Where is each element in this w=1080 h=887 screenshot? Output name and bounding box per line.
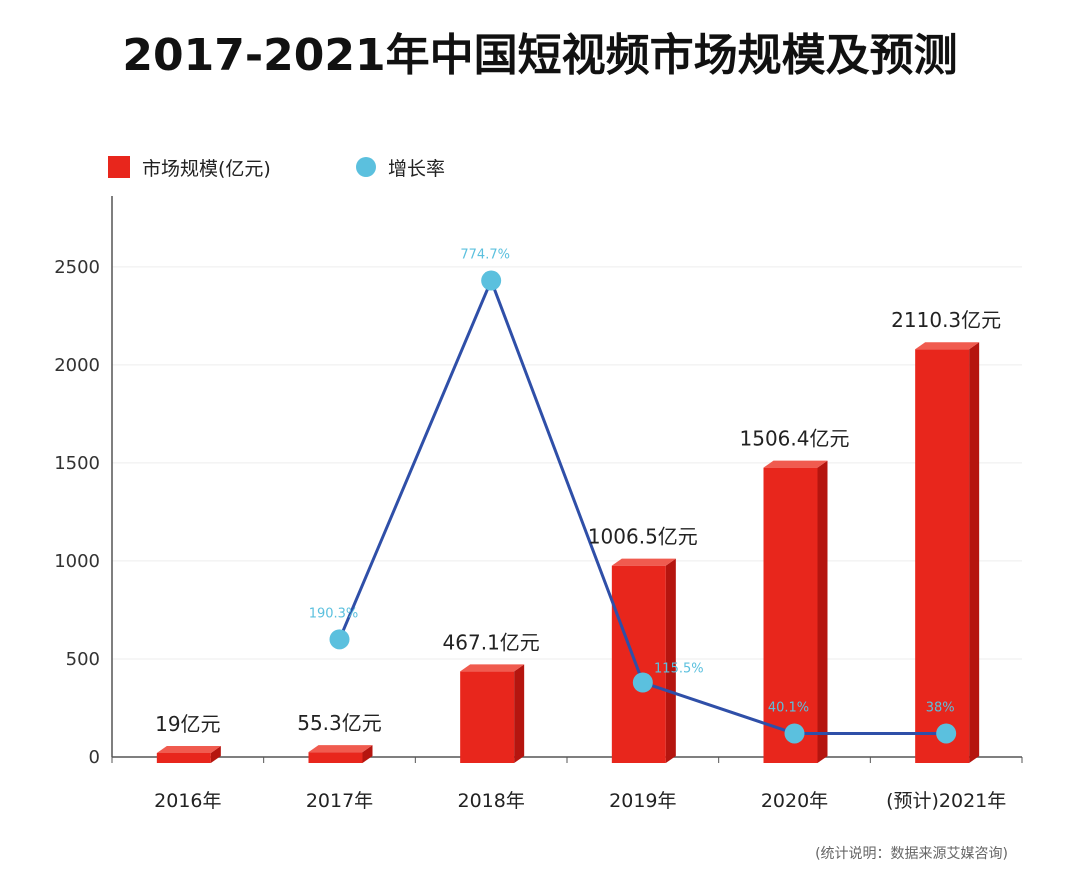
- bar-side: [665, 558, 676, 763]
- legend-swatch-rate: [356, 157, 376, 177]
- growth-rate-point: [481, 270, 502, 291]
- growth-rate-label: 190.3%: [309, 606, 359, 621]
- y-tick-label: 1000: [54, 551, 100, 572]
- bar-front: [308, 752, 363, 763]
- bar-front: [763, 467, 818, 763]
- bar-side: [210, 746, 221, 763]
- x-tick-label: 2018年: [457, 790, 524, 812]
- bar-value-label: 467.1亿元: [443, 630, 540, 654]
- bar-top: [156, 746, 221, 753]
- bar-side: [817, 460, 828, 763]
- legend: 市场规模(亿元) 增长率: [108, 156, 445, 180]
- bar-value-label: 1506.4亿元: [740, 427, 850, 451]
- legend-label-growth-rate: 增长率: [388, 158, 445, 180]
- bar-top: [460, 664, 525, 672]
- bar-top: [308, 745, 373, 753]
- bar-value-label: 55.3亿元: [297, 711, 382, 735]
- grid: [112, 266, 1022, 660]
- bar: [915, 342, 980, 763]
- chart-title: 2017-2021年中国短视频市场规模及预测: [122, 30, 957, 81]
- growth-rate-label: 38%: [926, 700, 955, 715]
- footnote: (统计说明：数据来源艾媒咨询): [815, 846, 1008, 862]
- bar: [156, 746, 221, 763]
- y-tick-label: 500: [66, 649, 100, 670]
- y-tick-label: 0: [89, 747, 100, 768]
- bar-front: [611, 565, 666, 763]
- growth-rate-label: 115.5%: [654, 661, 704, 676]
- legend-label-market-size: 市场规模(亿元): [142, 158, 271, 180]
- labels: 19亿元 55.3亿元 467.1亿元 1006.5亿元 1506.4亿元 2110.3亿…: [155, 248, 1001, 736]
- bar-value-label: 19亿元: [155, 712, 220, 736]
- bars: [156, 342, 980, 763]
- bar-front: [156, 753, 211, 763]
- x-tick-label: 2019年: [609, 790, 676, 812]
- bar-top: [915, 342, 980, 350]
- bar-top: [611, 558, 676, 566]
- bar: [611, 558, 676, 763]
- y-tick-label: 2000: [54, 355, 100, 376]
- bar: [763, 460, 828, 763]
- y-tick-label: 2500: [54, 257, 100, 278]
- y-tick-label: 1500: [54, 453, 100, 474]
- bar: [308, 745, 373, 763]
- growth-rate-label: 774.7%: [460, 248, 510, 263]
- growth-rate-label: 40.1%: [768, 700, 809, 715]
- bar-side: [969, 342, 980, 763]
- bar-value-label: 1006.5亿元: [588, 525, 698, 549]
- growth-rate-point: [329, 629, 350, 650]
- legend-swatch-bar: [108, 156, 130, 178]
- bar-side: [362, 745, 373, 763]
- growth-rate-point: [632, 672, 653, 693]
- growth-rate-point: [936, 723, 957, 744]
- bar-front: [915, 349, 970, 763]
- growth-line: [329, 270, 957, 744]
- bar: [460, 664, 525, 763]
- x-tick-label: 2016年: [154, 790, 221, 812]
- axes: 0 500 1000 1500 2000 2500 2016年 2017年 2018年 2019年…: [54, 196, 1023, 812]
- bar-side: [514, 664, 525, 763]
- x-tick-label: 2017年: [306, 790, 373, 812]
- bar-value-label: 2110.3亿元: [891, 308, 1001, 332]
- x-tick-label: 2020年: [761, 790, 828, 812]
- bar-front: [460, 671, 515, 763]
- bar-top: [763, 460, 828, 468]
- x-tick-label: (预计)2021年: [886, 790, 1006, 812]
- growth-rate-point: [784, 723, 805, 744]
